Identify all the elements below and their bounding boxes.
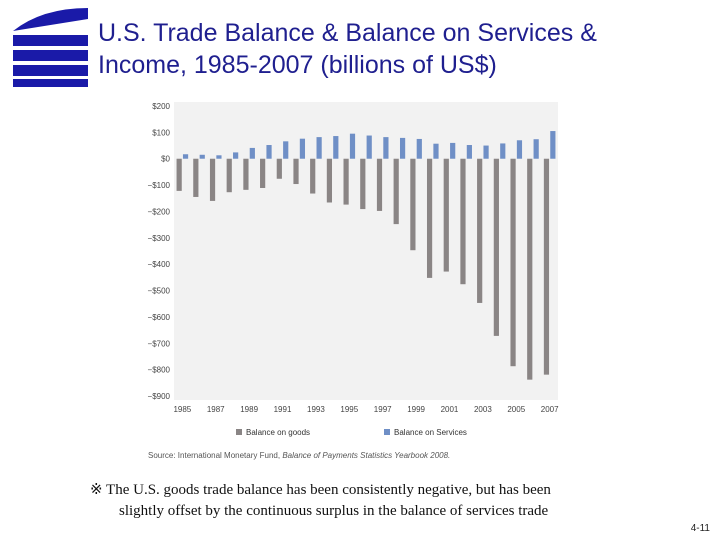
bar-services <box>249 147 255 159</box>
x-tick-label: 2001 <box>441 405 459 414</box>
bar-goods <box>260 158 266 188</box>
bar-goods <box>243 158 249 190</box>
footnote-line-1: ※ The U.S. goods trade balance has been … <box>90 482 551 498</box>
bar-goods <box>410 158 416 251</box>
bar-services <box>500 143 506 159</box>
y-tick-label: −$400 <box>148 260 171 269</box>
bar-services <box>316 137 322 159</box>
y-tick-label: −$700 <box>148 339 171 348</box>
slide-title: U.S. Trade Balance & Balance on Services… <box>98 17 698 81</box>
bar-goods <box>393 158 399 225</box>
bar-services <box>416 138 422 159</box>
page-number: 4-11 <box>690 523 710 534</box>
bar-goods <box>343 158 349 205</box>
x-tick-label: 1987 <box>207 405 225 414</box>
y-tick-label: −$200 <box>148 207 171 216</box>
bar-services <box>383 137 389 159</box>
bar-goods <box>376 158 383 211</box>
legend-swatch-services <box>384 429 390 435</box>
bar-services <box>283 141 289 159</box>
x-tick-label: 2003 <box>474 405 492 414</box>
bar-goods <box>176 158 182 191</box>
x-tick-label: 1985 <box>173 405 191 414</box>
bar-services <box>182 154 189 159</box>
bar-goods <box>477 158 483 303</box>
bar-services <box>399 137 406 159</box>
bar-services <box>349 133 356 159</box>
x-tick-label: 1997 <box>374 405 392 414</box>
bar-services <box>266 145 272 159</box>
bar-goods <box>360 158 366 210</box>
bar-goods <box>276 158 282 179</box>
legend-label-goods: Balance on goods <box>246 428 310 437</box>
trade-balance-chart: $200 $100 $0 −$100 −$200 −$300 −$400 −$500 −$600… <box>136 96 568 468</box>
bar-goods <box>326 158 333 203</box>
bar-goods <box>226 158 232 193</box>
bar-services <box>450 142 456 159</box>
bar-services <box>433 143 439 159</box>
title-line-1: U.S. Trade Balance & Balance on Services… <box>98 19 597 47</box>
x-tick-label: 1989 <box>240 405 258 414</box>
bar-services <box>366 135 372 159</box>
bar-services <box>550 131 556 159</box>
legend-swatch-goods <box>236 429 242 435</box>
bar-goods <box>543 158 550 375</box>
bar-services <box>299 138 306 159</box>
bar-goods <box>493 158 499 336</box>
chart-svg: $200 $100 $0 −$100 −$200 −$300 −$400 −$500 −$600… <box>136 96 568 468</box>
x-tick-label: 2005 <box>507 405 525 414</box>
bar-services <box>483 145 489 159</box>
y-tick-label: −$100 <box>148 181 171 190</box>
y-tick-label: −$600 <box>148 313 171 322</box>
y-tick-label: $0 <box>161 155 170 164</box>
y-tick-label: −$300 <box>148 234 171 243</box>
bar-services <box>466 145 472 159</box>
bar-goods <box>443 158 449 272</box>
y-tick-label: −$900 <box>148 392 171 401</box>
bar-services <box>216 155 222 159</box>
bar-goods <box>293 158 299 185</box>
legend-label-services: Balance on Services <box>394 428 467 437</box>
x-tick-label: 1995 <box>340 405 358 414</box>
bar-services <box>199 154 205 159</box>
y-tick-label: $200 <box>152 102 170 111</box>
y-tick-label: $100 <box>152 128 170 137</box>
chart-source: Source: International Monetary Fund, Bal… <box>148 451 450 460</box>
x-tick-label: 1991 <box>274 405 292 414</box>
bar-goods <box>193 158 199 197</box>
footnote-line-2: slightly offset by the continuous surplu… <box>119 503 549 519</box>
x-tick-label: 1999 <box>407 405 425 414</box>
bar-goods <box>527 158 533 380</box>
bar-goods <box>460 158 466 285</box>
y-tick-label: −$500 <box>148 287 171 296</box>
x-tick-label: 2007 <box>541 405 559 414</box>
x-tick-label: 1993 <box>307 405 325 414</box>
y-tick-label: −$800 <box>148 366 171 375</box>
footnote: ※ The U.S. goods trade balance has been … <box>90 480 690 522</box>
logo <box>13 8 88 87</box>
bar-goods <box>310 158 316 194</box>
bar-goods <box>426 158 433 278</box>
bar-services <box>533 139 539 159</box>
bar-services <box>333 136 339 159</box>
bar-goods <box>510 158 516 367</box>
title-line-2: Income, 1985-2007 (billions of US$) <box>98 51 497 79</box>
bar-goods <box>209 158 216 201</box>
bar-services <box>516 140 523 159</box>
bar-services <box>233 152 239 159</box>
